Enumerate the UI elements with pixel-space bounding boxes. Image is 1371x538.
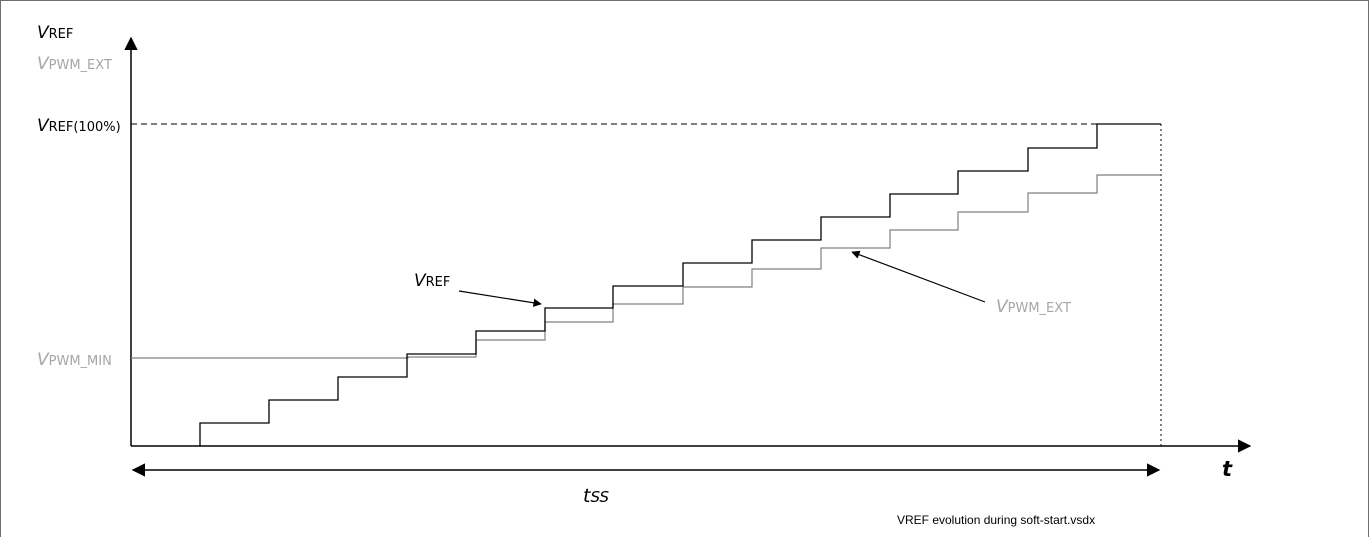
vpwm-min-label: VPWM_MIN: [37, 350, 112, 370]
file-name-footer: VREF evolution during soft-start.vsdx: [897, 513, 1095, 527]
time-axis-label: t: [1222, 457, 1233, 481]
tss-label: tSS: [583, 485, 609, 507]
vref-pointer-arrow: [458, 290, 542, 307]
vpwm-pointer-arrow: [851, 250, 986, 303]
vpwm-ext-trace-label: VPWM_EXT: [996, 297, 1071, 317]
y-axis-label-vpwm-ext: VPWM_EXT: [37, 54, 112, 74]
vref-trace-label: VREF: [414, 271, 450, 291]
vpwm-ext-trace: [131, 174, 1161, 359]
vref-100-label: VREF(100%): [37, 116, 121, 136]
y-axis-label-vref: VREF: [37, 23, 73, 43]
vref-trace: [199, 123, 1161, 446]
